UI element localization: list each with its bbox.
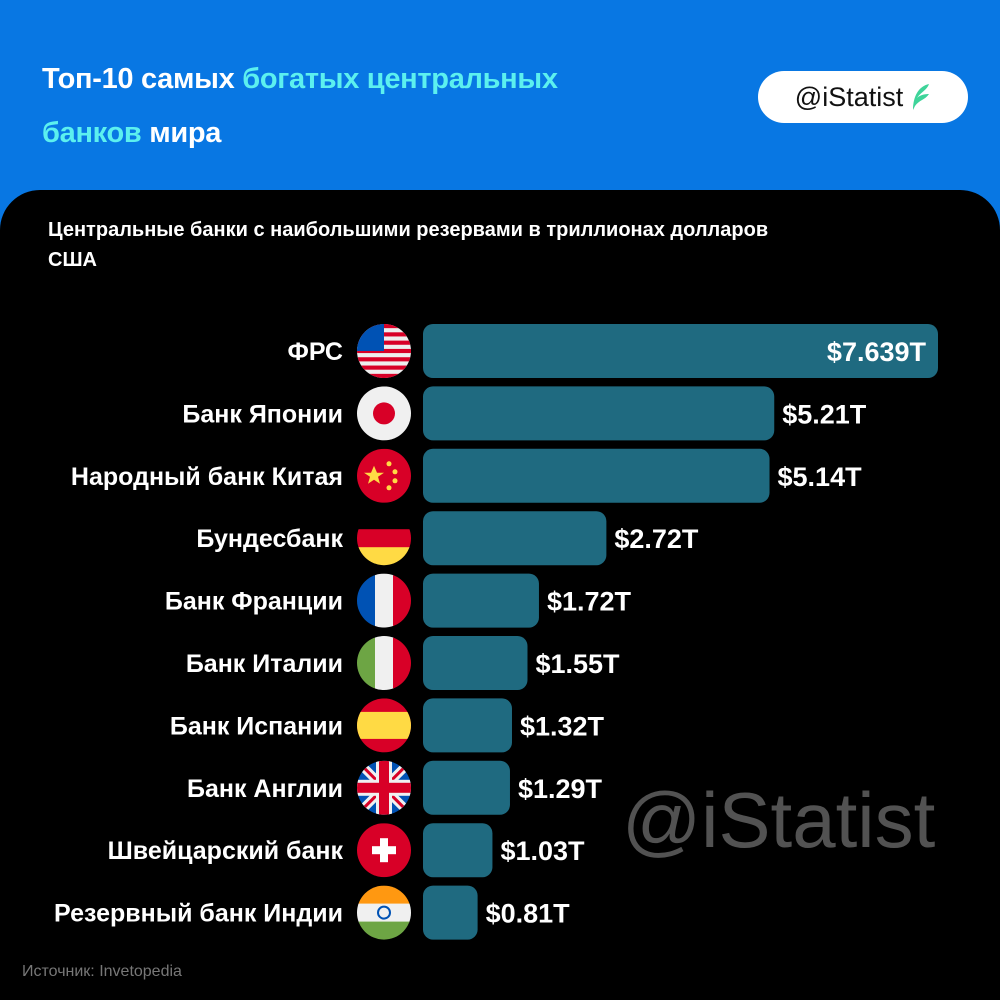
category-label: Резервный банк Индии: [54, 900, 343, 928]
chart-title: Центральные банки с наибольшими резервам…: [48, 219, 769, 271]
leaf-logo-icon: [913, 84, 930, 110]
value-label: $1.32T: [520, 711, 605, 741]
category-label: Швейцарский банк: [108, 837, 344, 865]
india-flag-icon: [357, 885, 411, 940]
source-note: Источник: Invetopedia: [22, 963, 182, 980]
istatist-badge[interactable]: @iStatist: [758, 71, 968, 123]
bar: [423, 448, 770, 503]
japan-flag-icon: [357, 386, 411, 441]
category-label: Банк Англии: [187, 775, 343, 803]
title-highlight: богатых центральных: [242, 63, 558, 95]
value-label: $7.639T: [827, 337, 927, 367]
category-label: Банк Италии: [186, 650, 343, 678]
bar: [423, 760, 510, 815]
spain-flag-icon: [357, 698, 411, 753]
category-label: Банк Японии: [182, 400, 343, 428]
uk-flag-icon: [357, 760, 411, 815]
italy-flag-icon: [357, 636, 411, 690]
title-text: мира: [141, 117, 222, 149]
germany-flag-icon: [357, 511, 411, 566]
value-label: $1.03T: [500, 836, 585, 866]
china-flag-icon: [357, 448, 411, 503]
category-label: Бундесбанк: [196, 525, 343, 553]
title-highlight: банков: [42, 117, 142, 149]
category-label: Банк Испании: [170, 712, 343, 740]
bar: [423, 386, 775, 441]
switzerland-flag-icon: [357, 823, 411, 878]
bar: [423, 324, 938, 378]
value-label: $0.81T: [486, 899, 571, 929]
value-label: $5.21T: [782, 399, 867, 429]
france-flag-icon: [357, 573, 411, 628]
badge-label: @iStatist: [794, 81, 904, 112]
page-title: Топ-10 самых богатых центральных банков …: [42, 52, 558, 160]
bar: [423, 885, 478, 940]
category-label: Народный банк Китая: [71, 463, 343, 491]
usa-flag-icon: [357, 324, 411, 378]
category-label: Банк Франции: [165, 588, 343, 616]
value-label: $1.72T: [547, 587, 632, 617]
value-label: $2.72T: [614, 524, 699, 554]
title-text: Топ-10 самых: [42, 63, 243, 95]
bar: [423, 823, 493, 878]
value-label: $5.14T: [778, 462, 863, 492]
value-label: $1.55T: [535, 649, 620, 679]
bar: [423, 698, 512, 753]
category-label: ФРС: [288, 338, 343, 366]
bar: [423, 573, 539, 628]
value-label: $1.29T: [518, 774, 603, 804]
bar: [423, 636, 528, 690]
watermark: @iStatist: [622, 776, 936, 864]
bar: [423, 511, 607, 566]
